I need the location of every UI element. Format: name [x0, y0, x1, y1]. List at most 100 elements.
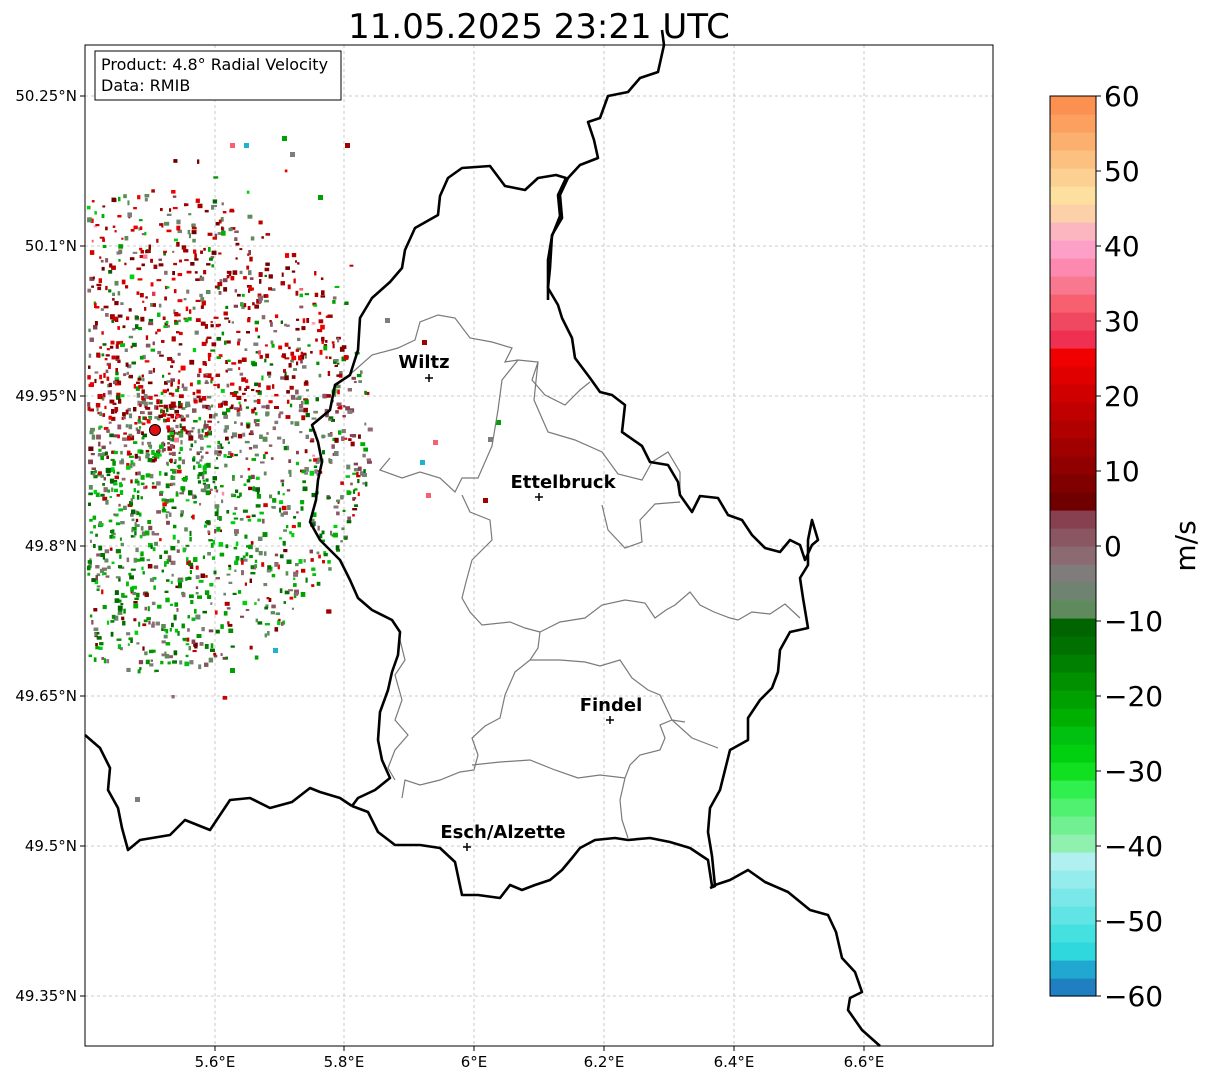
echo-pixel	[268, 274, 273, 279]
echo-pixel	[103, 658, 106, 664]
echo-pixel	[105, 226, 108, 231]
echo-pixel	[110, 458, 115, 461]
echo-pixel	[297, 395, 301, 400]
echo-pixel	[151, 485, 157, 489]
echo-pixel	[105, 369, 109, 374]
echo-pixel	[244, 440, 250, 444]
echo-pixel	[363, 447, 368, 452]
echo-pixel	[169, 208, 172, 212]
colorbar-swatch	[1050, 204, 1096, 223]
echo-pixel	[270, 321, 273, 327]
echo-pixel	[265, 404, 270, 410]
echo-pixel	[92, 276, 95, 280]
echo-pixel	[140, 482, 145, 486]
echo-pixel	[148, 401, 153, 405]
echo-pixel	[177, 405, 183, 409]
echo-pixel	[214, 610, 218, 615]
echo-pixel	[164, 322, 168, 326]
echo-pixel	[113, 480, 118, 483]
echo-pixel	[223, 454, 227, 458]
echo-pixel	[105, 313, 109, 317]
echo-pixel	[328, 417, 332, 421]
echo-pixel	[252, 486, 256, 492]
echo-pixel	[178, 451, 181, 454]
echo-pixel	[291, 355, 297, 361]
echo-pixel	[199, 502, 202, 506]
echo-pixel	[89, 518, 93, 522]
echo-pixel	[294, 592, 299, 596]
echo-pixel	[271, 506, 276, 509]
echo-pixel	[277, 491, 280, 495]
echo-pixel	[118, 565, 123, 569]
echo-pixel	[283, 529, 287, 532]
city-label: Esch/Alzette	[440, 822, 565, 843]
echo-pixel	[101, 445, 106, 450]
echo-pixel	[278, 413, 281, 419]
echo-pixel	[248, 250, 251, 255]
echo-pixel	[113, 380, 117, 384]
echo-pixel	[190, 443, 194, 448]
echo-pixel	[168, 392, 173, 395]
echo-pixel	[211, 264, 215, 268]
echo-pixel	[347, 388, 352, 392]
echo-pixel	[89, 539, 92, 543]
echo-pixel	[114, 377, 120, 381]
colorbar-swatch	[1050, 690, 1096, 709]
echo-pixel	[96, 407, 99, 412]
echo-pixel	[256, 494, 262, 499]
echo-pixel	[99, 642, 104, 646]
echo-pixel	[180, 429, 184, 433]
echo-pixel	[124, 262, 127, 266]
echo-pixel	[216, 450, 222, 455]
echo-pixel	[234, 506, 238, 510]
echo-pixel	[185, 544, 190, 547]
lon-tick-label: 6.6°E	[844, 1053, 885, 1071]
echo-pixel	[278, 345, 283, 350]
echo-pixel	[171, 436, 175, 442]
echo-pixel	[166, 559, 169, 564]
echo-pixel	[225, 656, 228, 660]
echo-pixel	[263, 471, 267, 476]
echo-pixel	[207, 530, 210, 534]
lat-tick-label: 49.95°N	[15, 387, 77, 405]
echo-pixel	[265, 294, 269, 298]
echo-pixel	[154, 541, 158, 546]
echo-pixel	[208, 657, 214, 663]
echo-pixel	[251, 514, 256, 518]
echo-pixel	[199, 293, 203, 297]
echo-pixel	[304, 353, 307, 359]
echo-pixel	[290, 394, 296, 400]
echo-pixel	[93, 225, 98, 228]
echo-pixel	[262, 532, 268, 537]
echo-pixel	[245, 609, 250, 611]
echo-pixel	[234, 560, 239, 565]
echo-pixel	[141, 566, 144, 571]
echo-pixel	[234, 529, 239, 534]
echo-pixel	[118, 196, 121, 202]
echo-pixel	[87, 375, 91, 380]
echo-pixel	[132, 535, 136, 538]
echo-pixel	[134, 531, 137, 536]
echo-pixel	[204, 432, 209, 436]
echo-pixel	[255, 487, 260, 492]
echo-pixel	[163, 550, 168, 554]
colorbar-swatch	[1050, 888, 1096, 907]
canton-boundary	[461, 494, 541, 633]
echo-pixel	[220, 624, 224, 629]
echo-pixel	[170, 378, 175, 382]
echo-pixel	[170, 444, 174, 449]
echo-pixel	[316, 581, 321, 586]
echo-pixel	[237, 338, 241, 342]
echo-pixel	[253, 419, 257, 424]
echo-pixel	[164, 472, 168, 476]
echo-pixel	[272, 384, 275, 389]
echo-pixel	[311, 417, 317, 420]
echo-pixel	[237, 433, 243, 439]
echo-pixel	[109, 263, 113, 268]
echo-pixel	[208, 247, 211, 252]
echo-pixel	[176, 241, 180, 247]
data-source-label: Data: RMIB	[101, 76, 190, 95]
colorbar-swatch	[1050, 672, 1096, 691]
echo-pixel	[248, 270, 252, 276]
echo-pixel	[137, 511, 140, 515]
